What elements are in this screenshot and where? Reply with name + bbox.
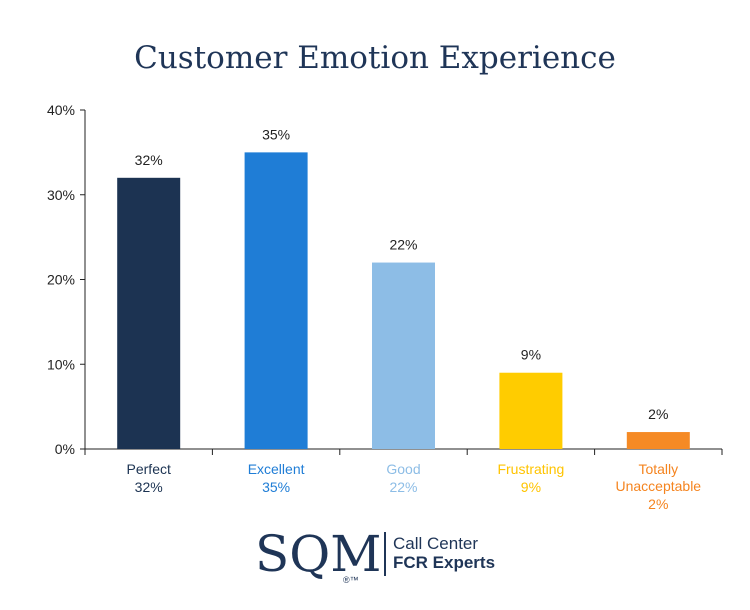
x-tick-label: Excellent [248,461,305,477]
x-tick-value: 22% [389,479,417,495]
bar-frustrating [499,372,563,449]
labels: 32% Perfect 32% 35% Excellent 35% 22% Good 22% 9%… [127,126,702,512]
data-label: 35% [262,126,290,142]
logo-trademark: ®™ [343,575,359,585]
x-tick-label: Unacceptable [615,478,701,494]
logo-letters: SQM [255,525,382,583]
x-tick-value: 9% [521,479,541,495]
logo-tagline-line1: Call Center [393,534,479,553]
y-tick-label: 0% [55,441,75,457]
logo-tagline-line2: FCR Experts [393,553,496,572]
y-tick-label: 10% [47,356,75,372]
sqm-logo: SQM Call Center FCR Experts ®™ [255,524,515,590]
x-tick-label: Frustrating [497,461,564,477]
x-tick-value: 2% [648,496,668,512]
bar-chart: 0% 10% 20% 30% 40% 32% Perfect 32% 35% Excellent… [47,102,723,512]
logo-divider [384,532,386,576]
bars [117,152,690,450]
data-label: 32% [135,152,163,168]
x-tick-label: Good [386,461,420,477]
chart-title: Customer Emotion Experience [134,40,616,76]
data-label: 22% [389,237,417,253]
y-tick-label: 40% [47,102,75,118]
x-tick-label: Totally [638,461,678,477]
logo-tagline: Call Center FCR Experts [393,534,495,572]
data-label: 9% [521,347,541,363]
bar-excellent [244,152,308,449]
x-tick-value: 32% [135,479,163,495]
y-tick-label: 30% [47,187,75,203]
x-tick-label: Perfect [127,461,171,477]
y-tick-label: 20% [47,272,75,288]
data-label: 2% [648,406,668,422]
x-tick-value: 35% [262,479,290,495]
bar-perfect [117,177,181,450]
bar-good [372,262,435,449]
bar-totally-unacceptable [626,432,690,449]
